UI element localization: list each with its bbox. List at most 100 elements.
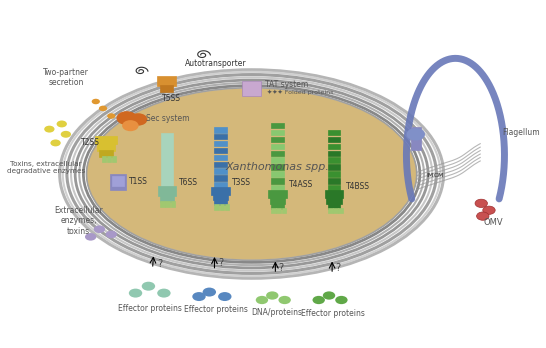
- Text: IM: IM: [426, 173, 434, 178]
- Bar: [271, 144, 283, 149]
- Bar: [333, 208, 338, 213]
- Bar: [271, 185, 283, 191]
- Bar: [95, 136, 117, 144]
- Bar: [170, 200, 175, 207]
- Bar: [215, 204, 219, 209]
- Bar: [213, 194, 228, 200]
- Bar: [214, 141, 227, 147]
- Text: Effector proteins: Effector proteins: [183, 305, 247, 314]
- Bar: [270, 197, 285, 204]
- Bar: [328, 151, 340, 156]
- Text: ✦✦✦ Folded proteins: ✦✦✦ Folded proteins: [267, 90, 334, 95]
- Bar: [271, 178, 283, 184]
- Circle shape: [335, 296, 348, 304]
- Text: Xanthomonas spp.: Xanthomonas spp.: [225, 162, 329, 172]
- Text: DNA/proteins: DNA/proteins: [251, 308, 302, 317]
- Text: Autotransporter: Autotransporter: [185, 59, 246, 68]
- Bar: [325, 190, 343, 198]
- Circle shape: [107, 113, 115, 119]
- Bar: [214, 175, 227, 181]
- Bar: [112, 176, 123, 186]
- Bar: [211, 187, 230, 195]
- Circle shape: [157, 288, 170, 298]
- Circle shape: [266, 291, 278, 300]
- Text: T6SS: T6SS: [180, 178, 198, 187]
- Bar: [214, 161, 227, 167]
- Bar: [160, 196, 174, 201]
- Text: Effector proteins: Effector proteins: [117, 304, 181, 313]
- Bar: [112, 156, 116, 161]
- Text: OM: OM: [434, 173, 444, 178]
- Bar: [328, 157, 340, 163]
- Circle shape: [203, 287, 216, 296]
- Text: T4BSS: T4BSS: [346, 182, 370, 191]
- Circle shape: [129, 288, 143, 298]
- Bar: [411, 127, 421, 150]
- Text: Effector proteins: Effector proteins: [301, 309, 365, 318]
- Bar: [161, 200, 165, 207]
- Bar: [214, 155, 227, 160]
- Bar: [271, 164, 283, 170]
- Text: ?: ?: [335, 263, 340, 273]
- Bar: [157, 76, 176, 86]
- Circle shape: [94, 226, 105, 233]
- Bar: [328, 171, 340, 177]
- Circle shape: [116, 111, 137, 125]
- Circle shape: [57, 120, 67, 127]
- Bar: [271, 151, 283, 156]
- Bar: [97, 143, 115, 151]
- Circle shape: [256, 296, 268, 304]
- Bar: [328, 203, 340, 208]
- Bar: [328, 164, 340, 170]
- Circle shape: [475, 199, 488, 207]
- Bar: [214, 182, 227, 188]
- Circle shape: [142, 282, 155, 291]
- Circle shape: [85, 233, 96, 240]
- Bar: [214, 127, 227, 133]
- Circle shape: [44, 126, 55, 133]
- Bar: [339, 208, 343, 213]
- Circle shape: [278, 296, 291, 304]
- Bar: [99, 150, 114, 157]
- Bar: [276, 208, 281, 213]
- Bar: [328, 144, 340, 149]
- Text: ?: ?: [158, 259, 163, 269]
- Text: T1SS: T1SS: [129, 177, 148, 187]
- Circle shape: [105, 231, 117, 238]
- Text: ?: ?: [218, 258, 224, 268]
- Text: ?: ?: [278, 263, 283, 273]
- Circle shape: [92, 99, 100, 104]
- Bar: [327, 197, 342, 204]
- Circle shape: [99, 106, 107, 111]
- Text: Two-partner
secretion: Two-partner secretion: [43, 68, 89, 87]
- Bar: [271, 171, 283, 177]
- Bar: [225, 204, 229, 209]
- Bar: [219, 204, 224, 209]
- Bar: [328, 137, 340, 142]
- Circle shape: [312, 296, 325, 304]
- Bar: [110, 174, 126, 190]
- Circle shape: [122, 120, 139, 131]
- Bar: [102, 156, 106, 161]
- Bar: [271, 130, 283, 135]
- Circle shape: [323, 291, 335, 300]
- Bar: [165, 200, 170, 207]
- Text: T3SS: T3SS: [232, 178, 251, 187]
- Circle shape: [483, 206, 495, 214]
- Bar: [268, 190, 287, 198]
- Text: TAT system: TAT system: [264, 80, 308, 89]
- Text: Extracellular
enzymes,
toxins: Extracellular enzymes, toxins: [55, 206, 103, 236]
- Text: T2SS: T2SS: [81, 139, 100, 148]
- Text: OMV: OMV: [484, 218, 503, 227]
- Circle shape: [192, 292, 206, 301]
- Bar: [161, 133, 173, 188]
- Bar: [328, 178, 340, 184]
- Text: Toxins, extracellular
degradative enzymes: Toxins, extracellular degradative enzyme…: [7, 160, 85, 174]
- Bar: [161, 85, 173, 92]
- Bar: [158, 186, 176, 196]
- Bar: [328, 208, 333, 213]
- Circle shape: [218, 292, 232, 301]
- Bar: [271, 208, 276, 213]
- Bar: [271, 157, 283, 163]
- Circle shape: [129, 113, 147, 126]
